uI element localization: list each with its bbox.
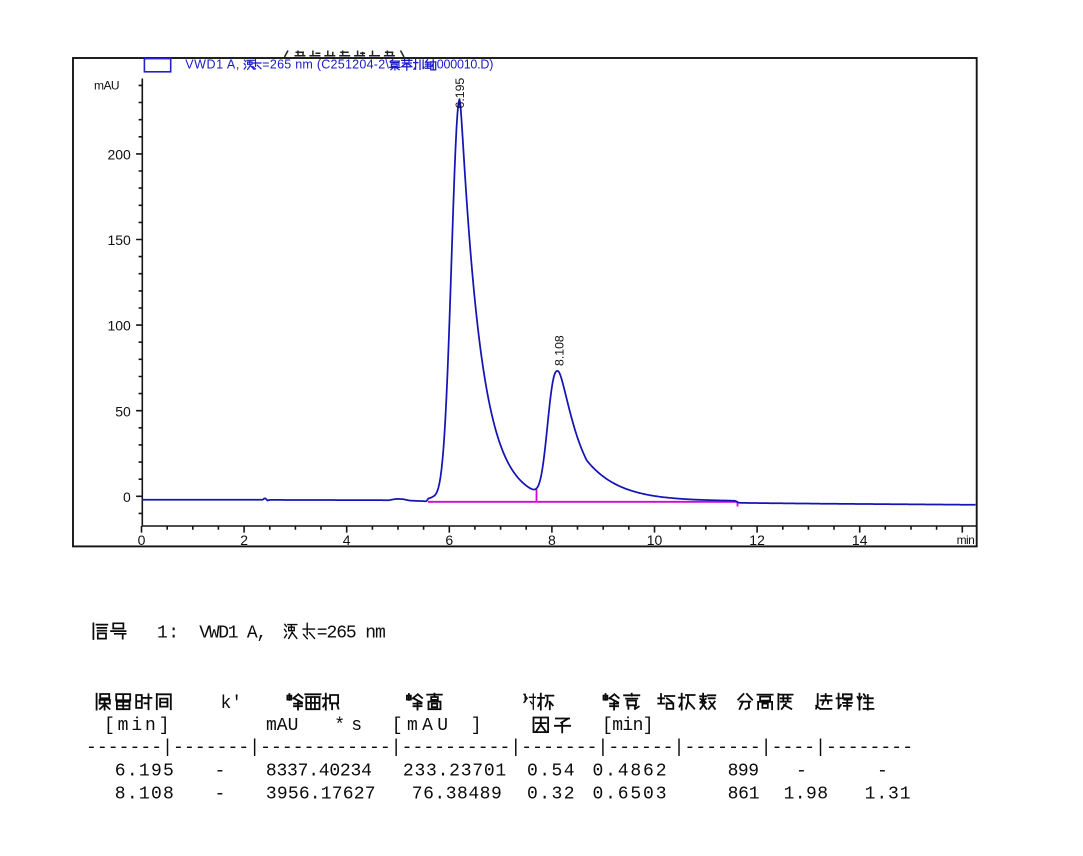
svg-text:200: 200 (107, 147, 131, 163)
svg-text:150: 150 (107, 232, 131, 248)
svg-text:0.6503: 0.6503 (593, 785, 667, 805)
svg-text:0.4862: 0.4862 (593, 762, 667, 782)
svg-text:-: - (796, 762, 807, 782)
svg-text:[min]: [min] (104, 716, 170, 736)
svg-text:8337.40234: 8337.40234 (266, 762, 372, 782)
svg-text:0: 0 (138, 532, 146, 548)
svg-text:6: 6 (445, 532, 453, 548)
svg-text:mAU: mAU (94, 79, 120, 93)
svg-text:8: 8 (548, 532, 556, 548)
svg-text:-------|-------|------------|-: -------|-------|------------|----------|… (86, 738, 913, 758)
svg-text:[min]: [min] (602, 716, 654, 736)
svg-text:100: 100 (107, 318, 131, 334)
svg-text:min: min (957, 533, 975, 547)
svg-text:k': k' (221, 694, 243, 714)
svg-text:10: 10 (647, 532, 663, 548)
svg-text:14: 14 (852, 532, 868, 548)
svg-text:3956.17627: 3956.17627 (266, 785, 376, 805)
svg-text:mAU: mAU (266, 716, 298, 736)
svg-text:VWD1 A,: VWD1 A, (199, 624, 267, 644)
svg-text:50: 50 (115, 403, 131, 419)
svg-text:6.195: 6.195 (453, 78, 467, 109)
svg-text:=265 nm: =265 nm (317, 624, 386, 644)
svg-text:-: - (215, 762, 226, 782)
svg-text:1.98: 1.98 (784, 785, 828, 805)
svg-text:]: ] (471, 716, 482, 736)
svg-text:000010.D): 000010.D) (437, 58, 494, 72)
svg-text:899: 899 (728, 762, 759, 782)
svg-text:8.108: 8.108 (553, 335, 567, 366)
svg-text:861: 861 (728, 785, 760, 805)
svg-text:0.32: 0.32 (527, 785, 575, 805)
svg-text:-: - (215, 785, 226, 805)
svg-text:76.38489: 76.38489 (412, 785, 502, 805)
svg-text:VWD1 A,: VWD1 A, (185, 58, 239, 72)
svg-text:-: - (877, 762, 888, 782)
svg-text:1:: 1: (157, 624, 179, 644)
svg-text:12: 12 (749, 532, 765, 548)
svg-text:4: 4 (343, 532, 351, 548)
svg-text:0.54: 0.54 (527, 762, 575, 782)
svg-text:8.108: 8.108 (115, 785, 174, 805)
svg-text:2: 2 (240, 532, 248, 548)
svg-text:1.31: 1.31 (865, 785, 911, 805)
svg-text:6.195: 6.195 (115, 762, 174, 782)
svg-text:233.23701: 233.23701 (403, 762, 506, 782)
svg-text:=265 nm (C251204-2\: =265 nm (C251204-2\ (262, 58, 389, 72)
svg-text:0: 0 (123, 489, 131, 505)
